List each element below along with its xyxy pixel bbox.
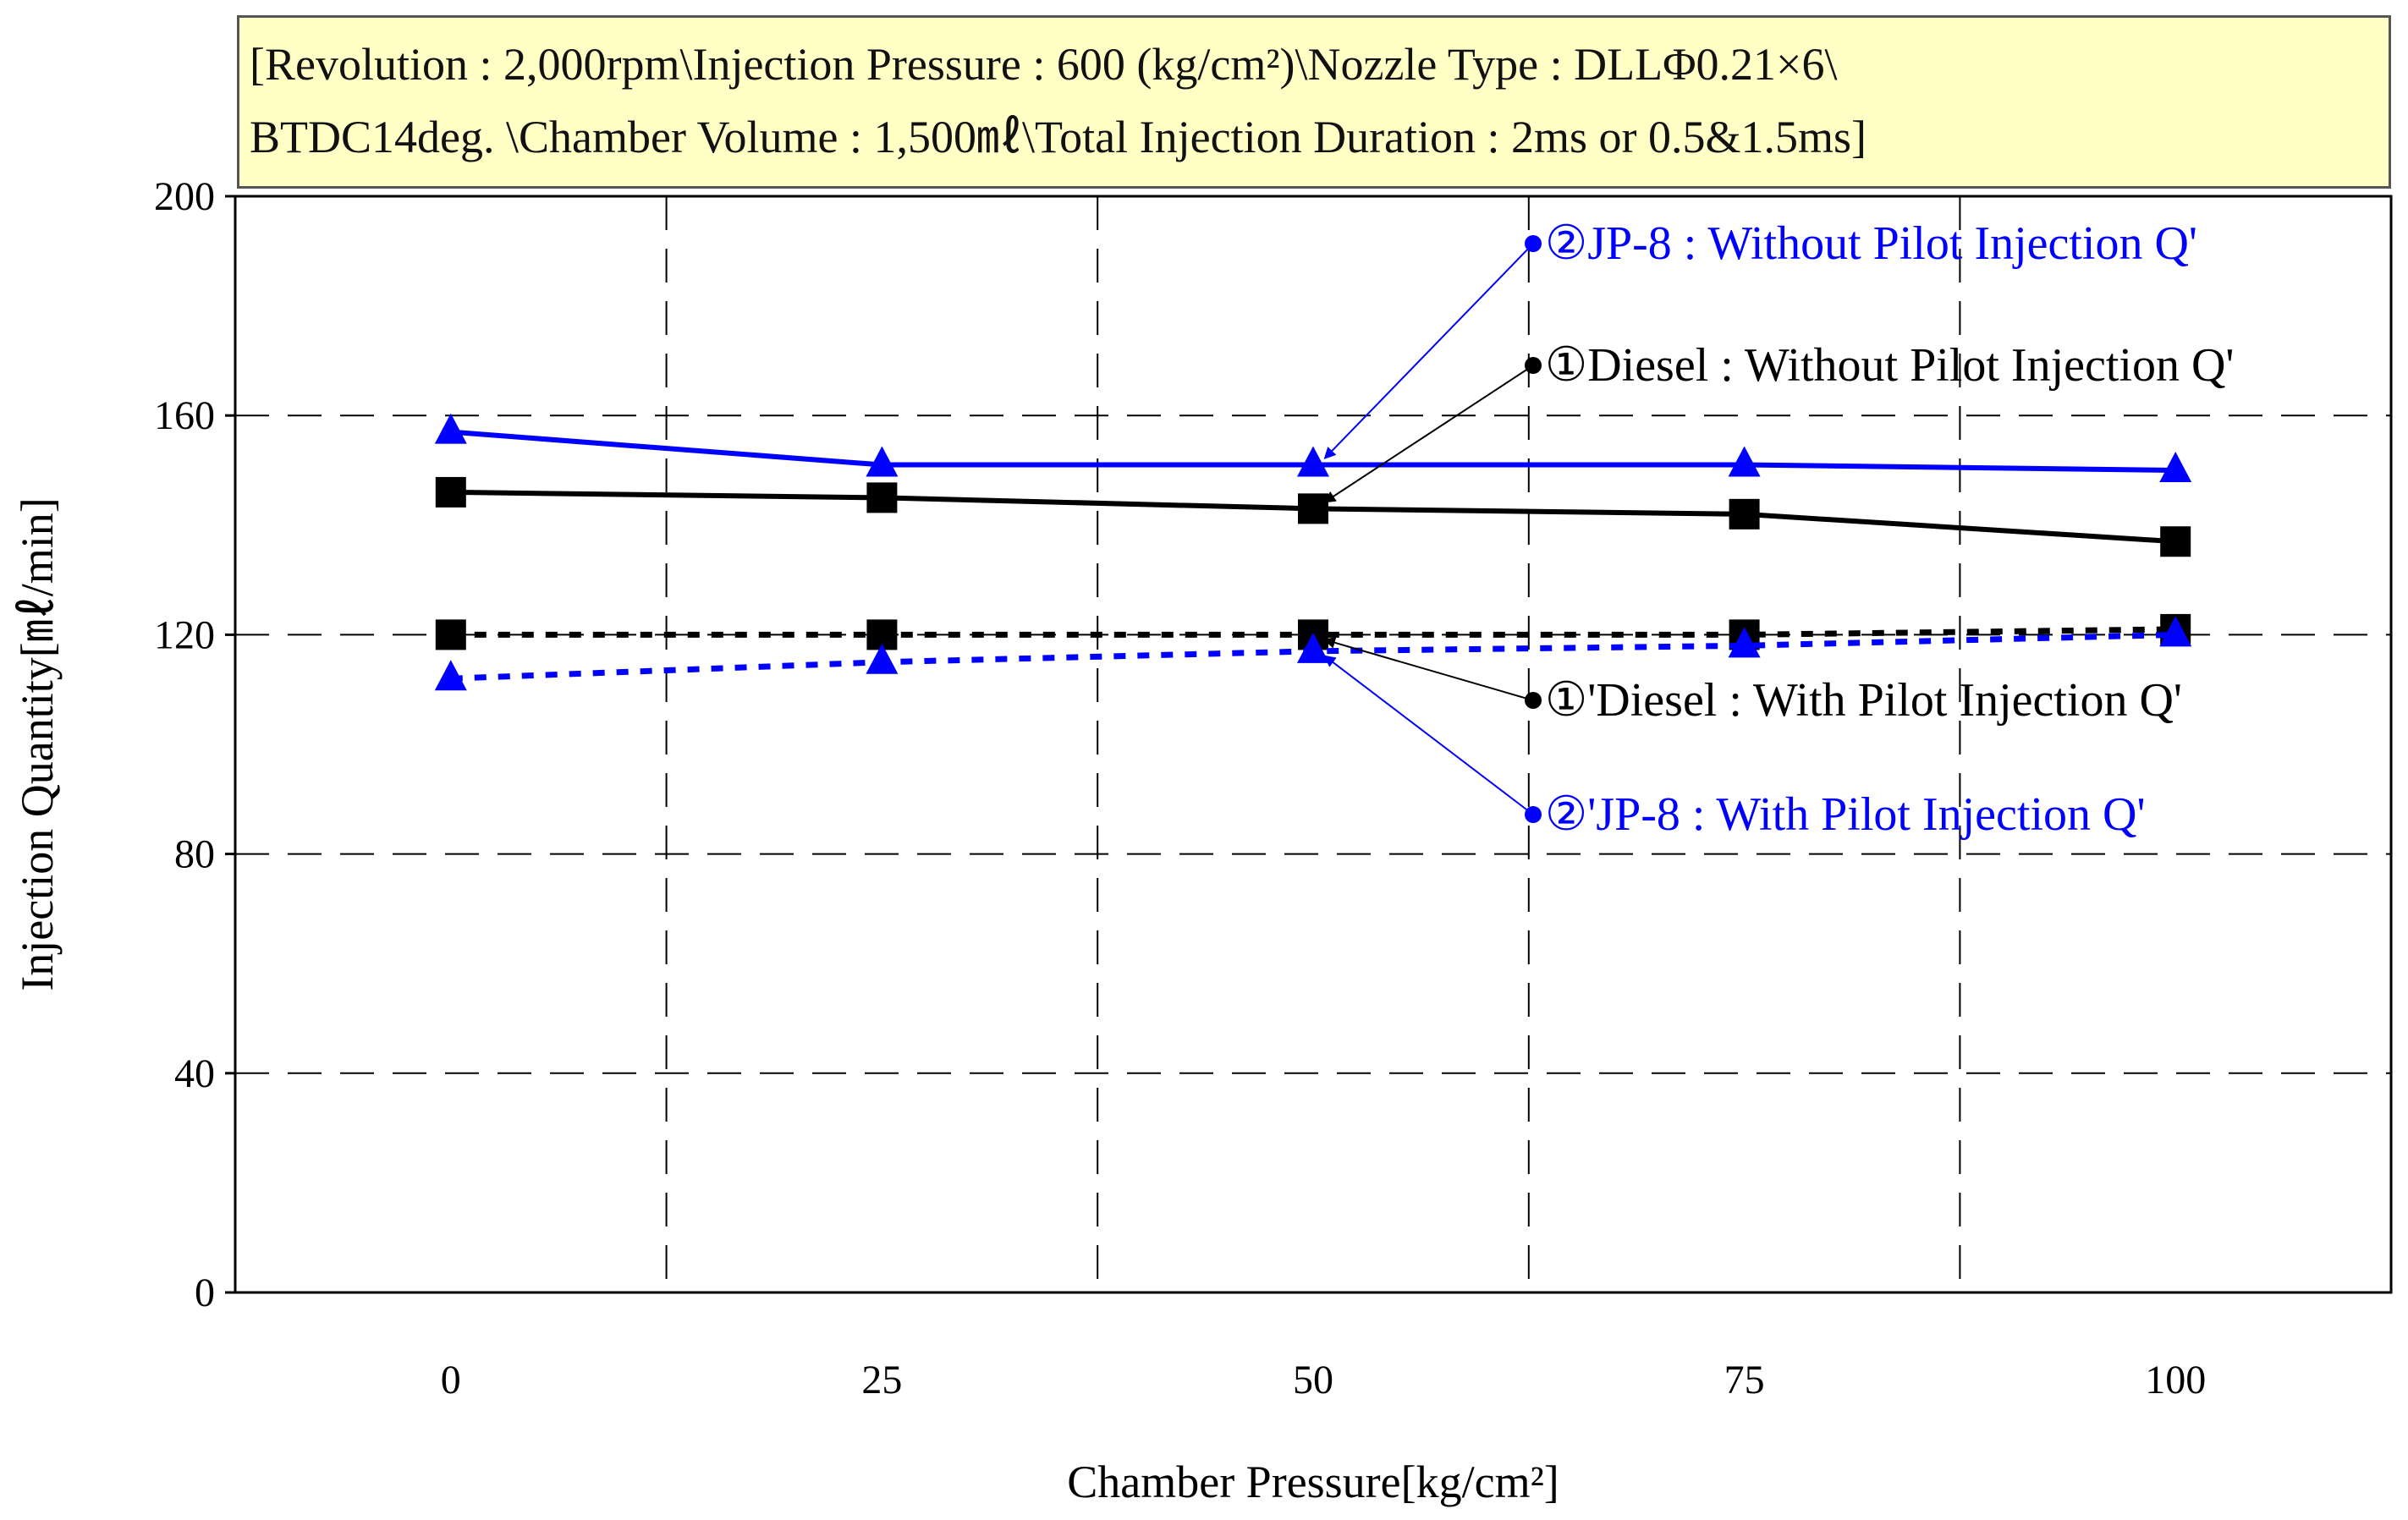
plot-frame — [234, 195, 2393, 1294]
x-axis-title: Chamber Pressure[kg/cm²] — [1067, 1457, 1559, 1507]
y-tick-label: 200 — [154, 174, 215, 219]
y-tick-label: 0 — [195, 1270, 215, 1315]
annotation-dot — [1525, 235, 1542, 252]
data-point-triangle — [2159, 616, 2192, 647]
series-layer — [434, 413, 2192, 691]
data-point-square — [2160, 526, 2191, 557]
data-point-triangle — [1297, 632, 1329, 663]
annotation-arrow — [1323, 243, 1534, 459]
grid-lines — [235, 196, 2391, 1292]
conditions-line-1: [Revolution : 2,000rpm\Injection Pressur… — [250, 39, 1838, 90]
series-1 — [434, 413, 2192, 482]
data-point-square — [435, 619, 466, 650]
annotation-label: ②JP-8 : Without Pilot Injection Q' — [1545, 217, 2197, 270]
annotation-arrow — [1323, 365, 1534, 503]
data-point-triangle — [434, 660, 467, 691]
annotation-dot — [1525, 806, 1542, 823]
y-tick-label: 120 — [154, 612, 215, 657]
data-point-square — [866, 482, 898, 513]
data-point-triangle — [2159, 452, 2192, 482]
data-point-triangle — [1297, 446, 1329, 477]
annotation-arrow — [1323, 655, 1534, 815]
data-point-triangle — [434, 413, 467, 444]
x-tick-label: 50 — [1293, 1358, 1333, 1402]
data-point-triangle — [866, 446, 899, 477]
data-point-triangle — [1728, 446, 1761, 477]
annotation-label: ①'Diesel : With Pilot Injection Q' — [1545, 674, 2182, 727]
annotation-layer: ②JP-8 : Without Pilot Injection Q' ①Diese… — [1323, 217, 2235, 841]
data-point-square — [435, 476, 466, 508]
x-tick-label: 25 — [861, 1358, 902, 1402]
annotation-4: ②'JP-8 : With Pilot Injection Q' — [1323, 655, 2146, 841]
annotation-label: ②'JP-8 : With Pilot Injection Q' — [1545, 788, 2146, 841]
x-axis-ticks: 0 25 50 75 100 — [441, 1358, 2206, 1402]
x-tick-label: 0 — [441, 1358, 461, 1402]
annotation-3: ①'Diesel : With Pilot Injection Q' — [1323, 637, 2182, 727]
y-tick-label: 80 — [174, 832, 215, 877]
data-point-square — [1298, 493, 1328, 524]
x-tick-label: 75 — [1724, 1358, 1765, 1402]
annotation-dot — [1525, 357, 1542, 374]
y-axis-title: Injection Quantity[㎖/min] — [12, 497, 63, 990]
series-4 — [434, 616, 2192, 691]
data-point-triangle — [866, 643, 899, 674]
conditions-box: [Revolution : 2,000rpm\Injection Pressur… — [237, 15, 2391, 189]
annotation-dot — [1525, 692, 1542, 709]
x-tick-label: 100 — [2145, 1358, 2206, 1402]
series-2 — [435, 476, 2191, 557]
annotation-2: ①Diesel : Without Pilot Injection Q' — [1323, 339, 2235, 503]
conditions-line-2: BTDC14deg. \Chamber Volume : 1,500㎖\Tota… — [250, 112, 1867, 162]
y-axis-ticks: 0 40 80 120 160 200 — [154, 174, 235, 1315]
data-point-triangle — [1728, 627, 1761, 658]
annotation-label: ①Diesel : Without Pilot Injection Q' — [1545, 339, 2235, 392]
y-tick-label: 160 — [154, 393, 215, 438]
y-tick-label: 40 — [174, 1051, 215, 1096]
data-point-square — [1729, 498, 1760, 530]
annotation-arrow — [1323, 637, 1534, 701]
annotation-1: ②JP-8 : Without Pilot Injection Q' — [1323, 217, 2197, 459]
